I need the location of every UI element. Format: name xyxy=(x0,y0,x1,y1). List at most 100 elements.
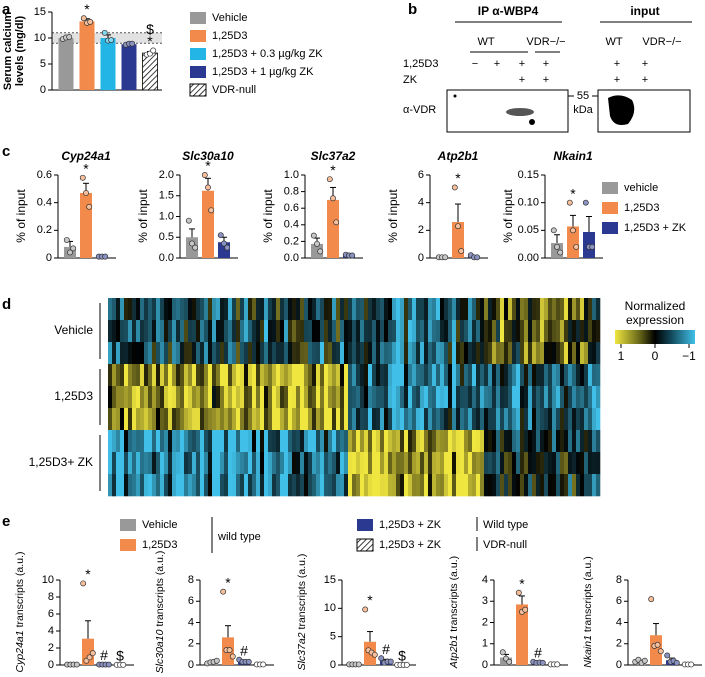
chart-title: Cyp24a1 xyxy=(61,149,111,163)
legend-label: VDR-null xyxy=(212,84,256,96)
heatmap-cell xyxy=(352,342,357,365)
heatmap-cell xyxy=(292,342,297,365)
y-tick-label: 0.6 xyxy=(37,169,52,181)
heatmap-cell xyxy=(308,408,313,431)
heatmap-cell xyxy=(368,364,373,387)
chart-title: Atp2b1 xyxy=(437,149,479,163)
significance-mark: * xyxy=(330,162,336,178)
heatmap-cell xyxy=(156,474,161,497)
heatmap-cell xyxy=(520,430,525,453)
heatmap-cell xyxy=(348,474,353,497)
heatmap-cell xyxy=(420,430,425,453)
heatmap-cell xyxy=(508,474,513,497)
data-point xyxy=(455,223,461,230)
heatmap-cell xyxy=(304,386,309,409)
heatmap-cell xyxy=(432,320,437,343)
heatmap-cell xyxy=(552,320,557,343)
heatmap-cell xyxy=(220,298,225,321)
heatmap-cell xyxy=(388,298,393,321)
data-point xyxy=(245,658,252,665)
heatmap-cell xyxy=(112,320,117,343)
heatmap-cell xyxy=(436,320,441,343)
heatmap-cell xyxy=(188,320,193,343)
data-point xyxy=(201,172,208,178)
heatmap-cell xyxy=(580,386,585,409)
heatmap-cell xyxy=(108,298,113,321)
panel-label: b xyxy=(408,1,417,18)
heatmap-cell xyxy=(284,452,289,475)
treatment-sign: + xyxy=(543,74,549,86)
heatmap-cell xyxy=(544,320,549,343)
heatmap-cell xyxy=(448,474,453,497)
heatmap-cell xyxy=(556,452,561,475)
heatmap-cell xyxy=(152,474,157,497)
heatmap-cell xyxy=(192,474,197,497)
heatmap-cell xyxy=(108,342,113,365)
heatmap-cell xyxy=(208,452,213,475)
heatmap-cell xyxy=(248,298,253,321)
heatmap-cell xyxy=(536,342,541,365)
heatmap-cell xyxy=(300,452,305,475)
heatmap-cell xyxy=(592,452,597,475)
heatmap-cell xyxy=(320,474,325,497)
heatmap-cell xyxy=(368,320,373,343)
heatmap-cell xyxy=(460,298,465,321)
data-point xyxy=(70,245,77,252)
heatmap-cell xyxy=(592,386,597,409)
heatmap-cell xyxy=(380,342,385,365)
heatmap-cell xyxy=(452,430,457,453)
heatmap-cell xyxy=(368,298,373,321)
y-axis-label: % of input xyxy=(501,189,515,243)
heatmap-cell xyxy=(348,386,353,409)
heatmap-cell xyxy=(456,386,461,409)
heatmap-cell xyxy=(464,364,469,387)
heatmap-cell xyxy=(296,430,301,453)
heatmap-cell xyxy=(476,430,481,453)
data-point xyxy=(387,658,394,665)
heatmap-cell xyxy=(416,298,421,321)
heatmap-cell xyxy=(384,320,389,343)
heatmap-cell xyxy=(152,320,157,343)
heatmap-cell xyxy=(112,408,117,431)
blot-spot xyxy=(453,94,457,98)
heatmap-cell xyxy=(512,430,517,453)
heatmap-cell xyxy=(128,408,133,431)
heatmap-cell xyxy=(492,364,497,387)
heatmap-cell xyxy=(384,386,389,409)
heatmap-cell xyxy=(464,430,469,453)
heatmap-cell xyxy=(108,452,113,475)
y-tick-label: 6 xyxy=(616,595,622,607)
heatmap-cell xyxy=(432,408,437,431)
significance-mark: * xyxy=(147,33,153,49)
heatmap-cell xyxy=(172,430,177,453)
heatmap-cell xyxy=(560,342,565,365)
heatmap-cell xyxy=(196,452,201,475)
heatmap-cell xyxy=(172,364,177,387)
heatmap-cell xyxy=(152,298,157,321)
data-point xyxy=(673,659,680,666)
heatmap-cell xyxy=(248,474,253,497)
heatmap-cell xyxy=(388,408,393,431)
heatmap-cell xyxy=(140,320,145,343)
heatmap-cell xyxy=(336,386,341,409)
heatmap-cell xyxy=(132,430,137,453)
blot-title: input xyxy=(630,4,659,18)
heatmap-cell xyxy=(532,364,537,387)
antibody-label: α-VDR xyxy=(403,104,436,116)
heatmap-cell xyxy=(300,320,305,343)
heatmap-cell xyxy=(444,386,449,409)
data-point xyxy=(260,661,267,668)
heatmap-cell xyxy=(596,452,601,475)
heatmap-cell xyxy=(364,320,369,343)
heatmap-cell xyxy=(372,298,377,321)
heatmap-cell xyxy=(588,408,593,431)
heatmap-cell xyxy=(296,298,301,321)
heatmap-cell xyxy=(256,474,261,497)
heatmap-cell xyxy=(456,298,461,321)
data-point xyxy=(229,653,236,660)
heatmap-cell xyxy=(280,474,285,497)
heatmap-cell xyxy=(280,452,285,475)
y-tick-label: 2.0 xyxy=(159,169,174,181)
y-tick-label: 2 xyxy=(188,638,194,650)
heatmap-cell xyxy=(336,320,341,343)
